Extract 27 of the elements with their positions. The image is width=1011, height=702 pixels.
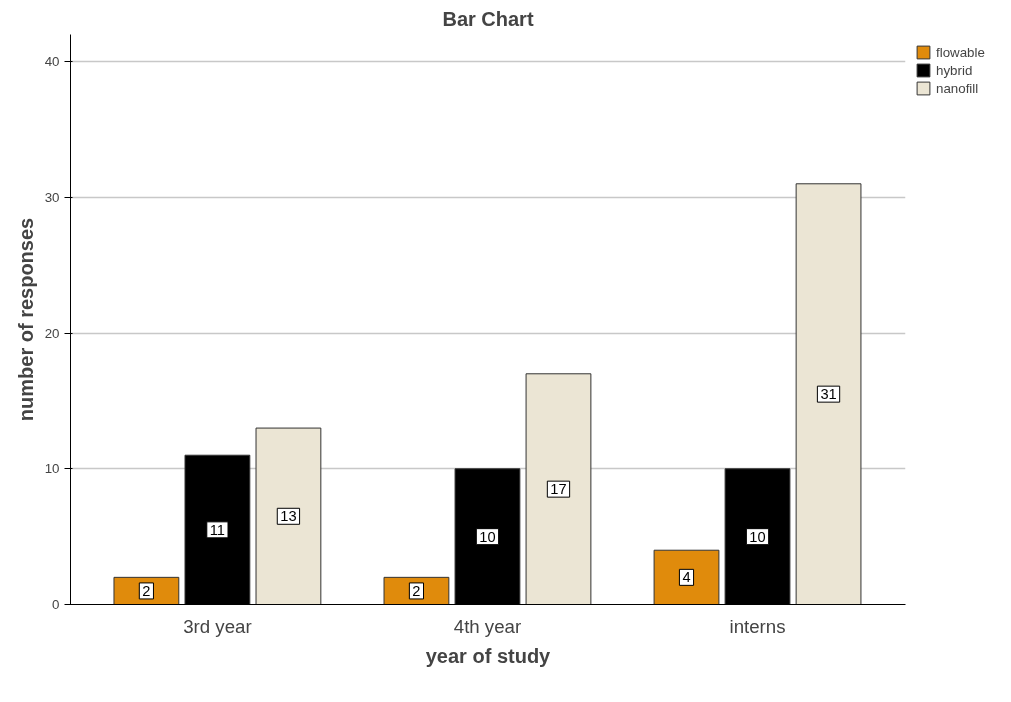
x-axis-title: year of study <box>425 644 552 667</box>
data-label: 17 <box>550 481 567 498</box>
x-tick-label: 4th year <box>453 615 522 637</box>
data-label: 2 <box>142 582 151 599</box>
y-tick-label: 40 <box>44 54 60 70</box>
data-label: 4 <box>682 569 691 586</box>
y-tick-label: 10 <box>44 461 60 477</box>
y-tick-label: 20 <box>44 325 60 341</box>
y-tick-label: 0 <box>52 597 60 612</box>
legend-label: nanofill <box>936 80 979 96</box>
data-label: 11 <box>209 521 226 538</box>
y-tick-label: 30 <box>44 189 60 205</box>
legend-label: hybrid <box>936 62 973 78</box>
x-tick-label: interns <box>729 615 786 637</box>
chart-title: Bar Chart <box>442 7 534 30</box>
data-label: 10 <box>479 528 496 545</box>
y-axis-title: number of responses <box>14 217 37 422</box>
data-label: 2 <box>412 582 421 599</box>
bar <box>525 373 592 605</box>
legend-label: flowable <box>936 44 985 60</box>
bar <box>795 183 862 605</box>
bar <box>653 549 720 605</box>
data-label: 31 <box>820 386 837 403</box>
data-label: 13 <box>280 508 297 525</box>
data-label: 10 <box>749 528 766 545</box>
bar <box>255 427 322 605</box>
x-tick-label: 3rd year <box>183 615 252 637</box>
